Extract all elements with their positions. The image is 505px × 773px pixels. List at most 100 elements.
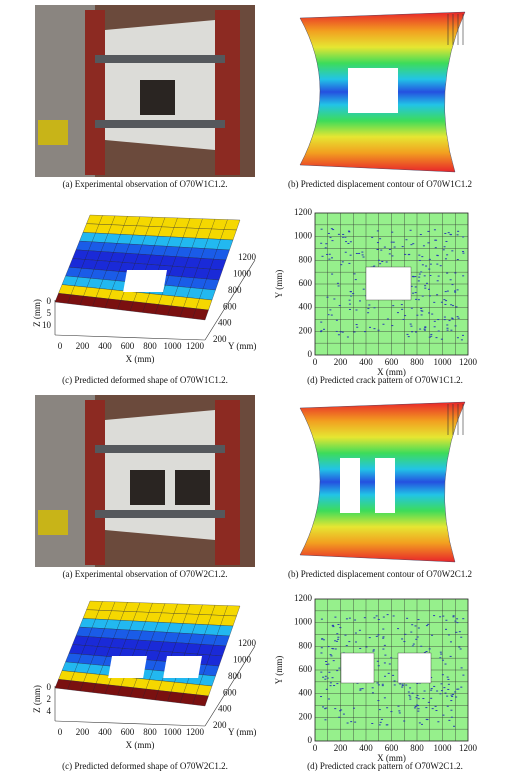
z-label: Z (mm) <box>32 685 42 713</box>
crack <box>417 711 419 712</box>
y-tick-label: 200 <box>299 711 313 721</box>
crack <box>337 639 339 640</box>
y-tick-label: 1000 <box>294 231 313 241</box>
crack <box>334 617 336 618</box>
crack <box>429 648 431 649</box>
crack <box>327 664 329 665</box>
crack <box>441 690 443 691</box>
crack <box>451 284 453 285</box>
crack <box>407 334 409 335</box>
crack <box>435 240 437 241</box>
crack <box>377 634 379 635</box>
crack <box>415 332 417 333</box>
crack <box>409 687 411 688</box>
x-tick-label: 0 <box>313 357 318 367</box>
crack <box>320 243 322 244</box>
crack <box>408 336 410 337</box>
y-tick-label: 200 <box>213 334 227 344</box>
crack <box>415 639 417 640</box>
crack <box>416 315 418 316</box>
crack <box>440 652 442 653</box>
crack <box>443 687 445 688</box>
crack <box>329 237 331 238</box>
crack <box>330 655 332 656</box>
y-tick-label: 1200 <box>238 252 257 262</box>
crack <box>429 295 431 296</box>
x-tick-label: 800 <box>143 341 157 351</box>
crack <box>455 306 457 307</box>
beam <box>95 445 225 453</box>
crack <box>347 336 349 337</box>
crack <box>323 329 325 330</box>
crack <box>444 319 446 320</box>
crack <box>411 308 413 309</box>
crack <box>387 614 389 615</box>
crack <box>336 331 338 332</box>
crack <box>364 617 366 618</box>
crack <box>381 719 383 720</box>
crack <box>462 618 464 619</box>
crack <box>419 329 421 330</box>
crack <box>440 265 442 266</box>
crack <box>418 280 420 281</box>
crack <box>429 259 431 260</box>
opening <box>163 656 202 678</box>
frame <box>215 10 240 175</box>
crack <box>346 645 348 646</box>
crack <box>345 241 347 242</box>
crack <box>342 332 344 333</box>
y-tick-label: 800 <box>299 640 313 650</box>
crack <box>424 329 426 330</box>
crack <box>322 706 324 707</box>
crack <box>322 677 324 678</box>
crack <box>448 634 450 635</box>
crack <box>416 697 418 698</box>
crack <box>373 649 375 650</box>
crack <box>384 697 386 698</box>
crack <box>362 688 364 689</box>
page: (a) Experimental observation of O70W1C1.… <box>0 0 505 773</box>
crack <box>447 679 449 680</box>
crack <box>450 710 452 711</box>
opening <box>375 458 395 513</box>
crack <box>408 695 410 696</box>
jack <box>38 120 68 145</box>
crack <box>364 331 366 332</box>
crack <box>328 233 330 234</box>
crack <box>460 687 462 688</box>
crack <box>435 247 437 248</box>
crack <box>325 243 327 244</box>
crack <box>424 330 426 331</box>
crack <box>325 661 327 662</box>
crack <box>328 698 330 699</box>
crack <box>394 247 396 248</box>
y-tick-label: 1200 <box>238 638 257 648</box>
crack <box>441 683 443 684</box>
caption: (c) Predicted deformed shape of O70W1C1.… <box>62 375 228 385</box>
beam <box>95 120 225 128</box>
x-tick-label: 1200 <box>459 743 478 753</box>
crack <box>392 305 394 306</box>
crack <box>337 637 339 638</box>
crack <box>328 672 330 673</box>
x-tick-label: 600 <box>385 743 399 753</box>
crack <box>420 308 422 309</box>
crack <box>378 665 380 666</box>
crack <box>339 305 341 306</box>
crack <box>408 254 410 255</box>
crack <box>401 304 403 305</box>
y-tick-label: 1000 <box>233 268 252 278</box>
crack <box>406 618 408 619</box>
y-tick-label: 0 <box>308 735 313 745</box>
crack <box>338 285 340 286</box>
crack <box>424 275 426 276</box>
crack <box>454 621 456 622</box>
crack <box>436 264 438 265</box>
crack <box>430 336 432 337</box>
axis <box>55 721 205 726</box>
crack <box>429 337 431 338</box>
crack <box>425 651 427 652</box>
crack <box>321 229 323 230</box>
crack <box>457 316 459 317</box>
crack <box>397 628 399 629</box>
